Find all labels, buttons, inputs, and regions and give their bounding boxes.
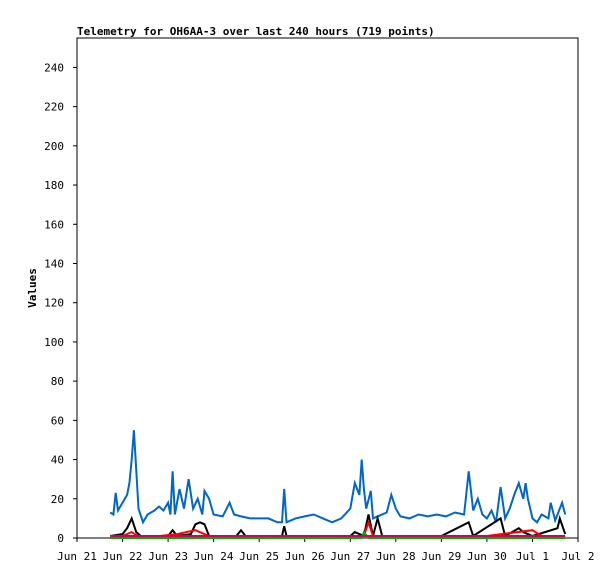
y-tick-label: 120 [44,297,64,310]
x-tick-label: Jun 27 [330,550,370,563]
y-tick-label: 240 [44,61,64,74]
y-tick-label: 40 [51,454,64,467]
x-tick-label: Jun 26 [285,550,325,563]
x-tick-label: Jun 30 [467,550,507,563]
x-tick-label: Jun 24 [194,550,234,563]
y-tick-label: 200 [44,140,64,153]
x-tick-label: Jul 1 [516,550,549,563]
data-line [109,430,567,525]
y-tick-label: 180 [44,179,64,192]
x-tick-label: Jun 23 [148,550,188,563]
y-tick-label: 220 [44,101,64,114]
x-tick-label: Jun 21 [57,550,97,563]
y-tick-label: 0 [57,532,64,545]
y-tick-label: 60 [51,414,64,427]
y-tick-label: 160 [44,218,64,231]
x-tick-label: Jun 22 [103,550,143,563]
y-tick-label: 20 [51,493,64,506]
x-tick-label: Jul 2 [561,550,594,563]
chart-title: Telemetry for OH6AA-3 over last 240 hour… [77,25,435,38]
y-tick-label: 140 [44,257,64,270]
x-tick-label: Jun 28 [376,550,416,563]
x-tick-label: Jun 25 [239,550,279,563]
y-tick-label: 80 [51,375,64,388]
data-line [110,530,566,539]
x-tick-label: Jun 29 [421,550,461,563]
y-axis-label: Values [26,268,39,308]
y-tick-label: 100 [44,336,64,349]
